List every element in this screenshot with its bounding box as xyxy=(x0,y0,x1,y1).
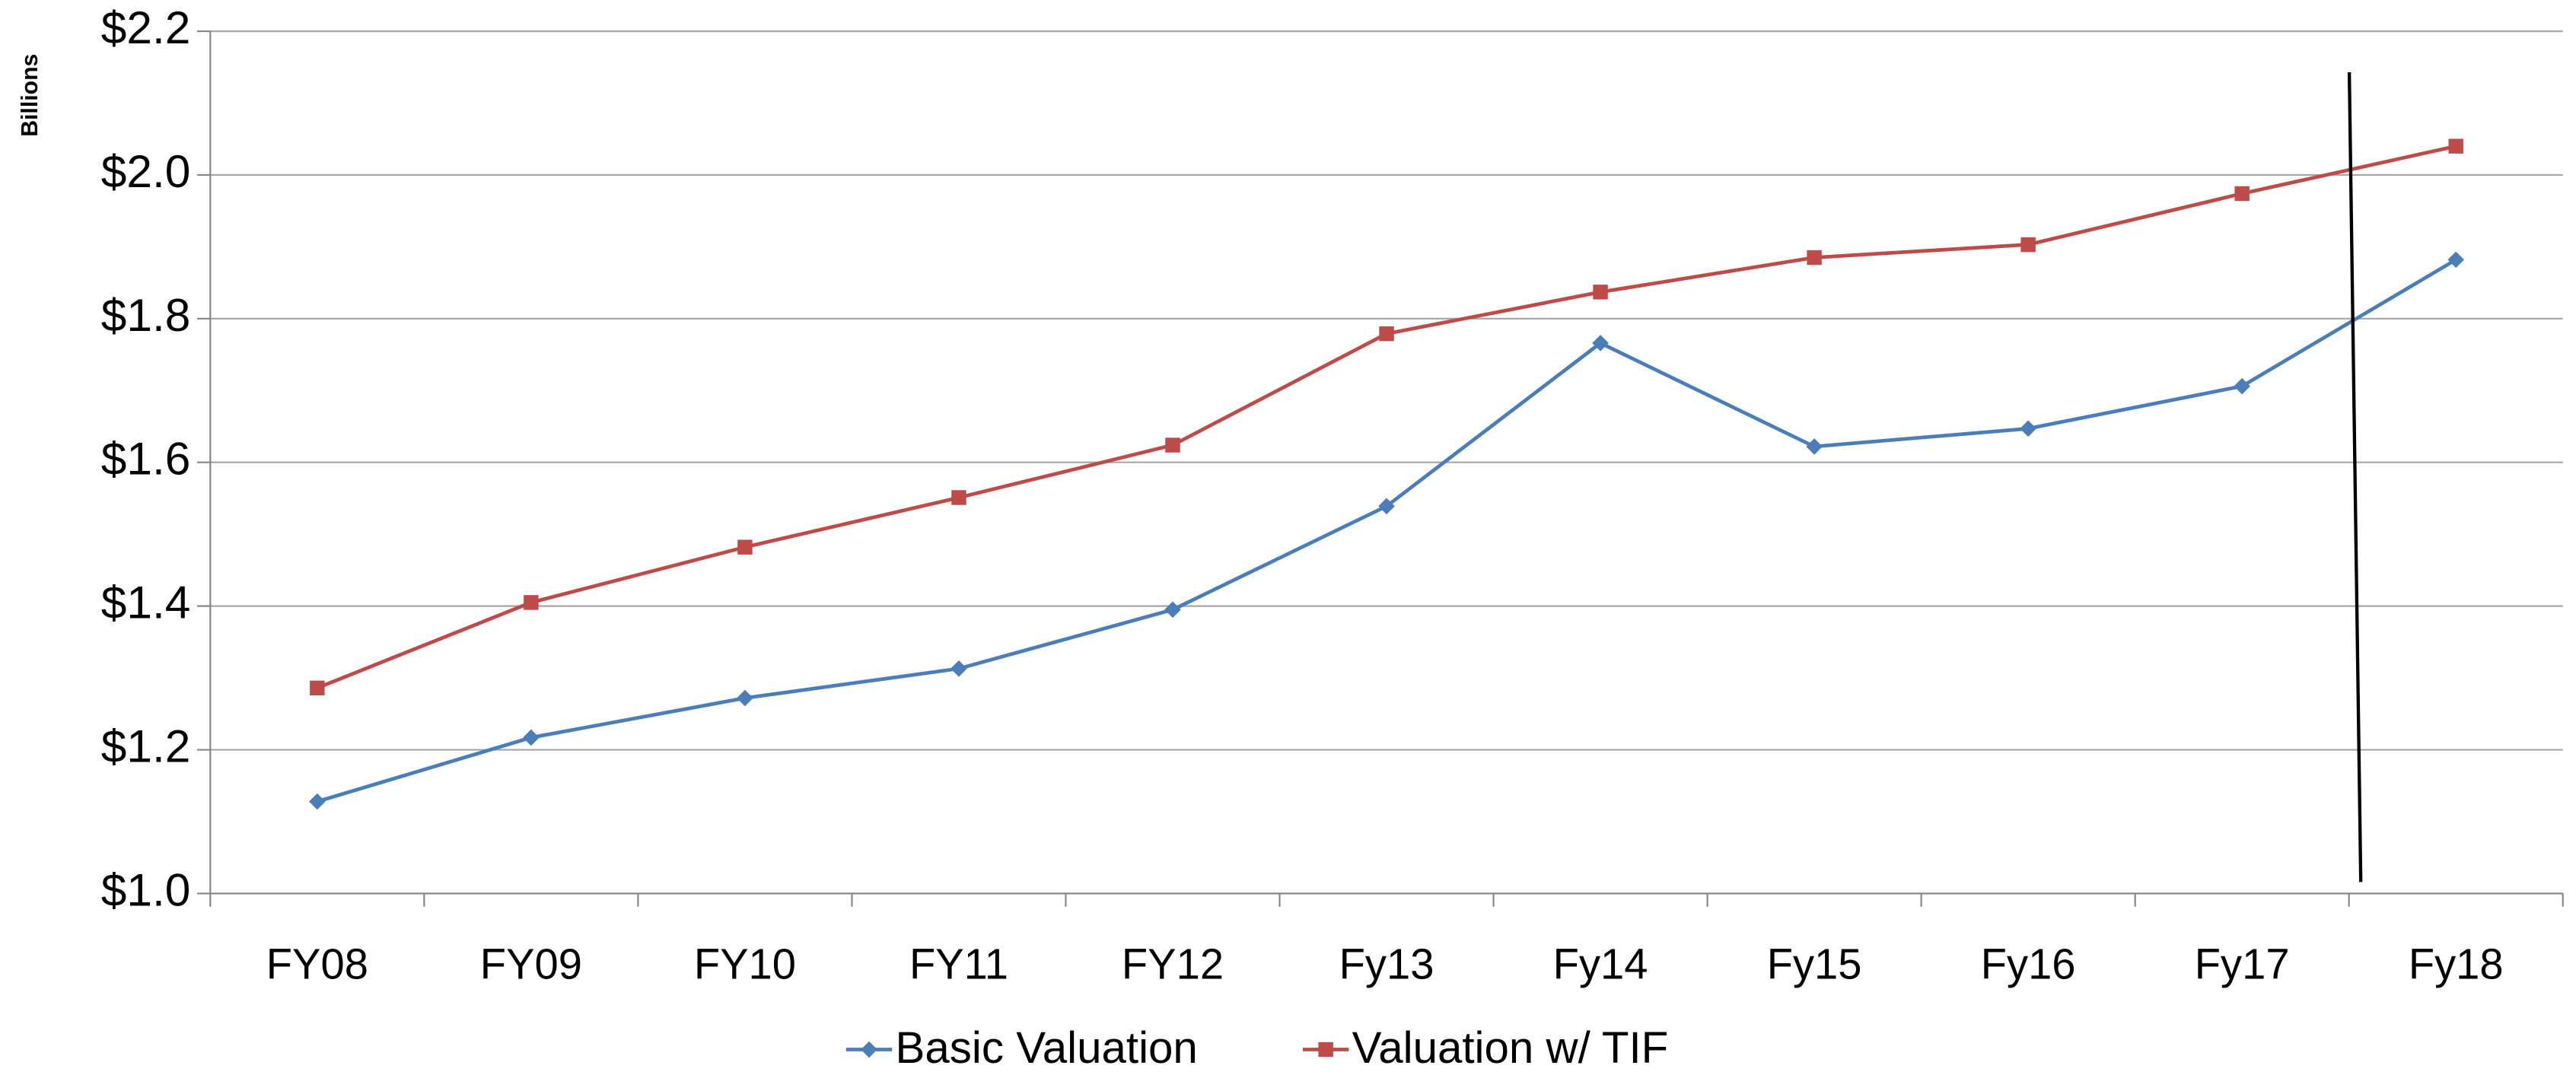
y-tick-label: $1.8 xyxy=(101,289,191,341)
data-point xyxy=(1593,285,1608,300)
data-point xyxy=(524,595,539,610)
annotation-line xyxy=(2347,72,2363,883)
data-point xyxy=(2448,138,2463,154)
y-axis-label: Billions xyxy=(18,54,43,137)
legend-label: Basic Valuation xyxy=(896,1023,1198,1073)
data-point xyxy=(737,689,753,707)
x-tick-label: Fy17 xyxy=(2195,940,2290,988)
x-tick-label: Fy16 xyxy=(1981,940,2076,988)
legend-label: Valuation w/ TIF xyxy=(1352,1023,1669,1073)
data-point xyxy=(1165,437,1180,453)
data-point xyxy=(737,539,753,555)
data-point xyxy=(2234,186,2250,202)
y-tick-label: $1.2 xyxy=(101,720,191,772)
x-tick-label: FY08 xyxy=(266,940,368,988)
legend-marker xyxy=(861,1041,877,1058)
data-point xyxy=(950,660,967,677)
data-point xyxy=(523,729,540,746)
data-point xyxy=(2020,420,2036,437)
data-point xyxy=(2447,251,2465,269)
x-tick-label: Fy18 xyxy=(2409,940,2504,988)
data-point xyxy=(1806,438,1823,455)
x-tick-label: FY12 xyxy=(1122,940,1224,988)
y-tick-label: $2.0 xyxy=(101,145,191,197)
y-tick-label: $1.4 xyxy=(101,577,191,628)
data-point xyxy=(1807,250,1822,266)
data-point xyxy=(2020,237,2036,253)
y-tick-label: $1.0 xyxy=(101,863,191,915)
data-point xyxy=(1164,601,1181,619)
x-tick-label: Fy14 xyxy=(1553,940,1648,988)
data-point xyxy=(2234,377,2250,395)
data-point xyxy=(309,793,326,810)
legend-marker xyxy=(1318,1042,1333,1058)
data-point xyxy=(1379,326,1394,342)
data-point xyxy=(310,680,325,696)
x-tick-label: FY11 xyxy=(909,940,1008,988)
x-tick-label: Fy13 xyxy=(1339,940,1434,988)
x-tick-label: FY09 xyxy=(480,940,582,988)
data-point xyxy=(951,490,966,505)
data-point xyxy=(1592,335,1609,351)
y-tick-label: $2.2 xyxy=(101,2,191,53)
x-tick-label: FY10 xyxy=(694,940,796,988)
y-tick-label: $1.6 xyxy=(101,433,191,485)
x-tick-label: Fy15 xyxy=(1767,940,1862,988)
